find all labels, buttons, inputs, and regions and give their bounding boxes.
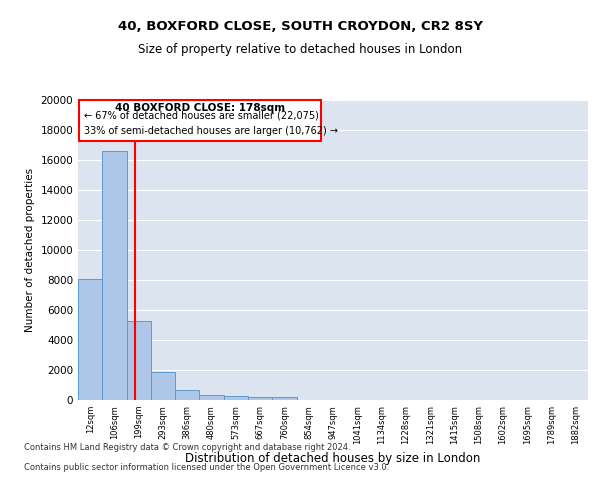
Y-axis label: Number of detached properties: Number of detached properties	[25, 168, 35, 332]
Text: Contains HM Land Registry data © Crown copyright and database right 2024.: Contains HM Land Registry data © Crown c…	[24, 442, 350, 452]
Bar	[79, 100, 321, 140]
Text: Contains public sector information licensed under the Open Government Licence v3: Contains public sector information licen…	[24, 462, 389, 471]
Text: 33% of semi-detached houses are larger (10,762) →: 33% of semi-detached houses are larger (…	[84, 126, 338, 136]
X-axis label: Distribution of detached houses by size in London: Distribution of detached houses by size …	[185, 452, 481, 466]
Bar	[224, 396, 248, 400]
Text: 40, BOXFORD CLOSE, SOUTH CROYDON, CR2 8SY: 40, BOXFORD CLOSE, SOUTH CROYDON, CR2 8S…	[118, 20, 482, 33]
Text: Size of property relative to detached houses in London: Size of property relative to detached ho…	[138, 42, 462, 56]
Text: 40 BOXFORD CLOSE: 178sqm: 40 BOXFORD CLOSE: 178sqm	[115, 103, 285, 113]
Text: ← 67% of detached houses are smaller (22,075): ← 67% of detached houses are smaller (22…	[84, 110, 319, 120]
Bar	[127, 320, 151, 400]
Bar	[199, 395, 224, 400]
Bar	[272, 398, 296, 400]
Bar	[78, 278, 102, 400]
Bar	[175, 390, 199, 400]
Bar	[151, 372, 175, 400]
Bar	[248, 397, 272, 400]
Bar	[102, 151, 127, 400]
